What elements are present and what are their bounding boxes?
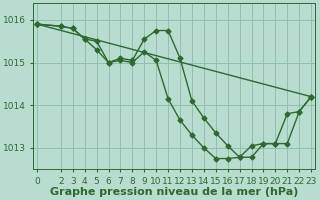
X-axis label: Graphe pression niveau de la mer (hPa): Graphe pression niveau de la mer (hPa) [50,187,298,197]
